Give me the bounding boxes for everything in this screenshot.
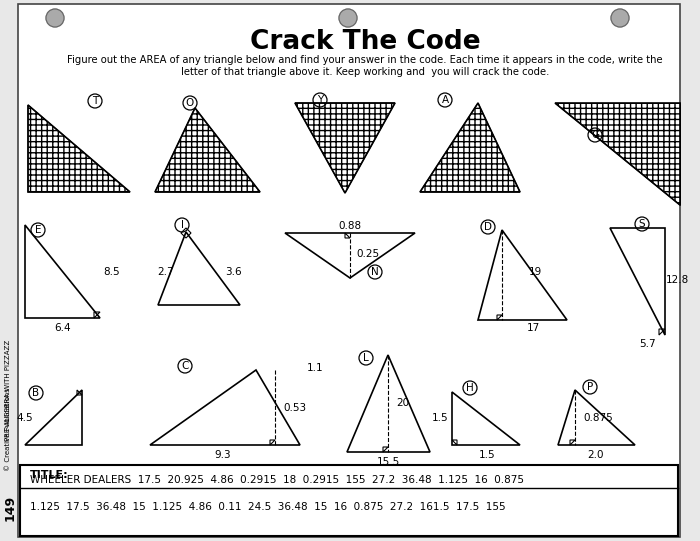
Circle shape	[46, 9, 64, 27]
Text: L: L	[363, 353, 369, 363]
Text: 0.88: 0.88	[338, 221, 362, 231]
Text: 8.5: 8.5	[104, 267, 120, 277]
Text: 2.7: 2.7	[158, 267, 174, 277]
Circle shape	[611, 9, 629, 27]
Text: letter of that triangle above it. Keep working and  you will crack the code.: letter of that triangle above it. Keep w…	[181, 67, 550, 77]
Text: D: D	[484, 222, 492, 232]
Text: 1.125  17.5  36.48  15  1.125  4.86  0.11  24.5  36.48  15  16  0.875  27.2  161: 1.125 17.5 36.48 15 1.125 4.86 0.11 24.5…	[30, 502, 505, 512]
Bar	[20, 465, 678, 536]
Text: C: C	[181, 361, 189, 371]
Text: G: G	[591, 130, 599, 140]
Text: Figure out the AREA of any triangle below and find your answer in the code. Each: Figure out the AREA of any triangle belo…	[67, 55, 663, 65]
Text: 149: 149	[4, 495, 17, 521]
Text: Crack The Code: Crack The Code	[250, 29, 480, 55]
Text: 9.3: 9.3	[215, 450, 231, 460]
Text: 12.8: 12.8	[666, 275, 689, 285]
Text: 2.0: 2.0	[588, 450, 604, 460]
Text: S: S	[638, 219, 645, 229]
Text: Y: Y	[317, 95, 323, 105]
Text: PRE-ALGEBRA WITH PIZZAZZ: PRE-ALGEBRA WITH PIZZAZZ	[5, 339, 11, 440]
Text: 20: 20	[396, 398, 410, 408]
Text: 6.4: 6.4	[55, 323, 71, 333]
Polygon shape	[28, 105, 130, 192]
Text: B: B	[32, 388, 40, 398]
Text: A: A	[442, 95, 449, 105]
Polygon shape	[555, 103, 680, 205]
Text: T: T	[92, 96, 98, 106]
Circle shape	[339, 9, 357, 27]
Text: N: N	[371, 267, 379, 277]
Text: TITLE:: TITLE:	[30, 470, 69, 480]
Text: 5.7: 5.7	[640, 339, 657, 349]
Text: 1.5: 1.5	[432, 413, 448, 423]
Text: 0.53: 0.53	[284, 403, 307, 413]
Text: 0.25: 0.25	[356, 249, 379, 259]
Polygon shape	[295, 103, 395, 193]
Text: 3.6: 3.6	[225, 267, 242, 277]
Text: 0.875: 0.875	[583, 413, 613, 423]
Text: © Creative Publications: © Creative Publications	[5, 388, 11, 471]
Text: P: P	[587, 382, 593, 392]
Polygon shape	[155, 108, 260, 192]
Text: O: O	[186, 98, 194, 108]
Text: 1.1: 1.1	[307, 363, 323, 373]
Text: 19: 19	[528, 267, 542, 277]
Text: H: H	[466, 383, 474, 393]
Text: WHEELER DEALERS  17.5  20.925  4.86  0.2915  18  0.2915  155  27.2  36.48  1.125: WHEELER DEALERS 17.5 20.925 4.86 0.2915 …	[30, 475, 524, 485]
Polygon shape	[420, 103, 520, 192]
Text: E: E	[35, 225, 41, 235]
Text: 4.5: 4.5	[16, 413, 33, 423]
Text: I: I	[181, 220, 183, 230]
Text: 15.5: 15.5	[377, 457, 400, 467]
Text: 17: 17	[526, 323, 540, 333]
Text: 1.5: 1.5	[479, 450, 496, 460]
